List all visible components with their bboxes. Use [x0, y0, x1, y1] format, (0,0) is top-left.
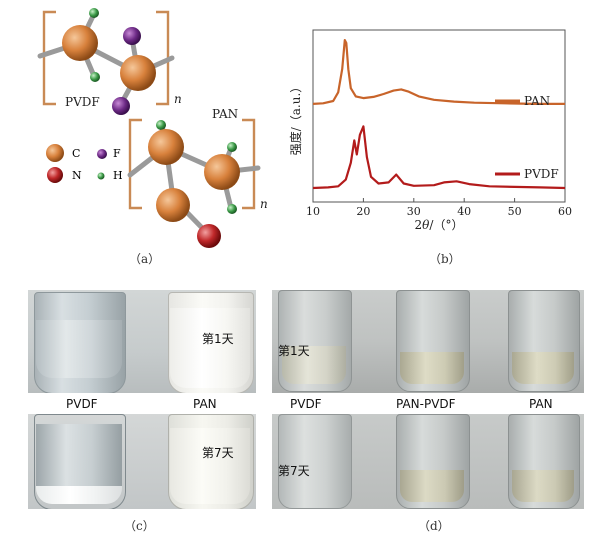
- atom-legend: C F N H: [46, 144, 123, 183]
- plot-frame: [312, 29, 566, 203]
- xrd-chart: 10 20 30 40 50 60 强度/（a.u.） 2θ/（°） PAN PVDF: [288, 29, 572, 232]
- label-c-pvdf: PVDF: [66, 397, 98, 411]
- photo-d-day7: 第7天: [272, 414, 584, 509]
- pvdf-c-atom: [62, 25, 98, 61]
- pan-c-atom: [204, 154, 240, 190]
- label-d-pan-pvdf: PAN-PVDF: [396, 397, 456, 411]
- label-d-pan: PAN: [529, 397, 553, 411]
- x-tick-label: 20: [356, 205, 370, 218]
- label-d-pvdf: PVDF: [290, 397, 322, 411]
- legend-pan: PAN: [495, 94, 550, 108]
- pan-bracket-left: [128, 118, 142, 210]
- series-line-pvdf: [312, 125, 566, 190]
- pan-h-atom: [156, 120, 166, 130]
- photo-d-day1: 第1天: [272, 290, 584, 393]
- x-tick-label: 40: [457, 205, 471, 218]
- pan-h-atom: [227, 204, 237, 214]
- photo-c-day1: 第1天: [28, 290, 256, 393]
- pvdf-h-atom: [89, 8, 99, 18]
- legend-c-label: C: [72, 147, 80, 160]
- legend-h-label: H: [113, 169, 123, 182]
- label-c-pan: PAN: [193, 397, 217, 411]
- label-c-day1: 第1天: [202, 332, 234, 346]
- pvdf-subscript-n: n: [174, 92, 182, 106]
- label-d-day1: 第1天: [278, 344, 310, 358]
- pan-c-atom: [148, 129, 184, 165]
- legend-f-label: F: [113, 147, 121, 160]
- pan-h-atom: [227, 142, 237, 152]
- x-tick-label: 30: [407, 205, 421, 218]
- caption-a: （a）: [129, 252, 161, 266]
- pvdf-f-atom: [112, 97, 130, 115]
- pan-n-atom: [197, 224, 221, 248]
- pvdf-bracket-left: [42, 10, 56, 106]
- pan-bracket-right: [242, 118, 256, 210]
- x-tick-label: 60: [558, 205, 572, 218]
- y-axis-label: 强度/（a.u.）: [288, 81, 303, 156]
- pan-subscript-n: n: [260, 197, 268, 211]
- photo-c-day7: 第7天: [28, 414, 256, 509]
- caption-b: （b）: [429, 252, 461, 266]
- x-tick-label: 10: [306, 205, 320, 218]
- x-tick-label: 50: [508, 205, 522, 218]
- pvdf-f-atom: [123, 27, 141, 45]
- pan-label: PAN: [212, 107, 238, 121]
- legend-f-atom: [97, 149, 107, 159]
- series-line-pan: [312, 39, 565, 106]
- pvdf-h-atom: [90, 72, 100, 82]
- molecule-diagram: PVDF n PAN n C F N H: [37, 8, 268, 248]
- pvdf-label: PVDF: [65, 95, 100, 109]
- pvdf-c-atom: [120, 55, 156, 91]
- legend-c-atom: [46, 144, 64, 162]
- legend-n-label: N: [72, 169, 82, 182]
- x-axis-label: 2θ/（°）: [415, 218, 464, 232]
- legend-pvdf-label: PVDF: [524, 167, 559, 181]
- caption-c: （c）: [124, 519, 155, 533]
- pan-c-atom: [156, 188, 190, 222]
- legend-pvdf: PVDF: [495, 167, 559, 181]
- legend-n-atom: [47, 167, 63, 183]
- label-d-day7: 第7天: [278, 464, 310, 478]
- legend-pan-label: PAN: [524, 94, 550, 108]
- caption-d: （d）: [418, 519, 450, 533]
- pvdf-bonds: [37, 11, 175, 107]
- legend-h-atom: [97, 172, 105, 180]
- label-c-day7: 第7天: [202, 446, 234, 460]
